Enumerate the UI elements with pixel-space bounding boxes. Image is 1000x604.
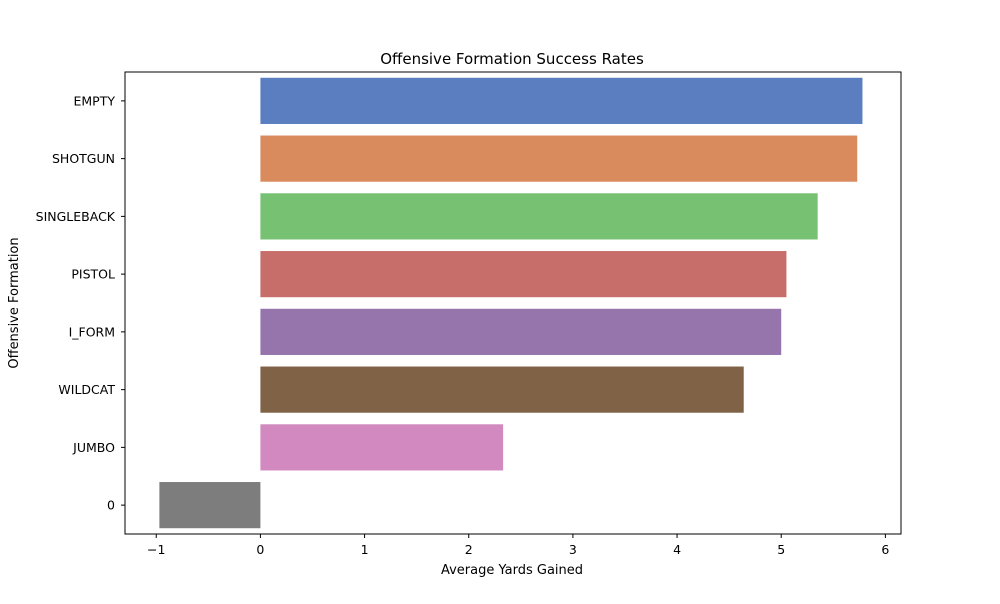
y-tick-label: SINGLEBACK	[36, 209, 116, 224]
chart-title: Offensive Formation Success Rates	[380, 50, 644, 68]
bar-i-form	[260, 308, 782, 355]
x-tick-label: 1	[361, 542, 369, 557]
y-tick-label: SHOTGUN	[52, 151, 115, 166]
y-tick-label: JUMBO	[72, 440, 115, 455]
y-axis-label: Offensive Formation	[7, 237, 22, 368]
bars-layer	[159, 77, 863, 529]
x-tick-label: 2	[465, 542, 473, 557]
plot-frame	[124, 71, 902, 535]
y-tick-label: WILDCAT	[58, 382, 115, 397]
x-tick-label: 0	[256, 542, 264, 557]
x-tick-label: −1	[147, 542, 165, 557]
bar-jumbo	[260, 424, 504, 471]
y-tick-label: EMPTY	[74, 93, 116, 108]
y-tick-label: 0	[107, 498, 115, 513]
bar-shotgun	[260, 135, 858, 182]
bar-empty	[260, 77, 863, 124]
bar-singleback	[260, 193, 818, 240]
ticks-layer: EMPTY SHOTGUN SINGLEBACK PISTOL I_FORM WILDCA…	[36, 93, 890, 557]
x-axis-label: Average Yards Gained	[441, 563, 583, 578]
x-tick-label: 3	[569, 542, 577, 557]
bar-wildcat	[260, 366, 744, 413]
y-tick-label: PISTOL	[71, 267, 115, 282]
x-tick-label: 4	[673, 542, 681, 557]
x-tick-label: 6	[881, 542, 889, 557]
bar-pistol	[260, 251, 787, 298]
y-tick-label: I_FORM	[69, 324, 115, 339]
x-tick-label: 5	[777, 542, 785, 557]
bar-0	[159, 482, 261, 529]
